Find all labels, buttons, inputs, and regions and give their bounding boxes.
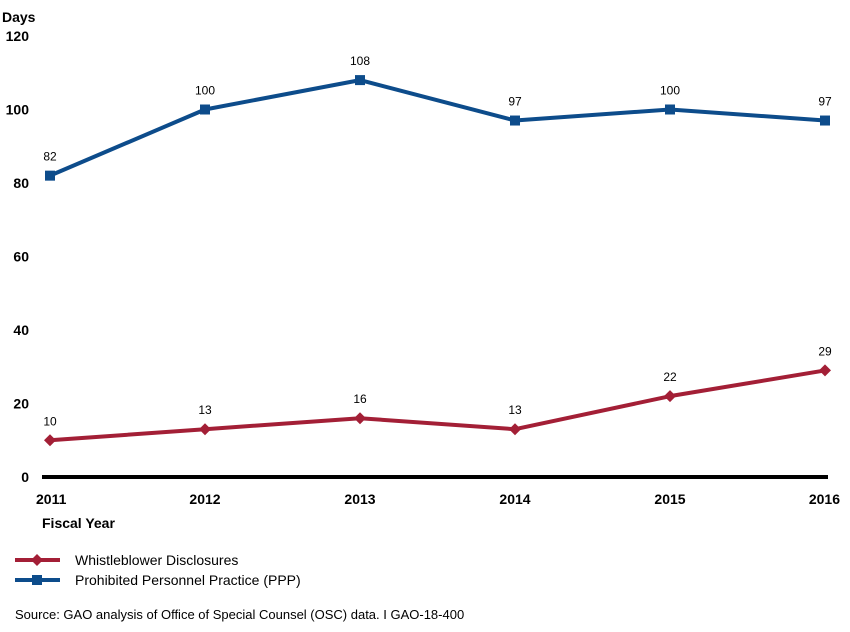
data-label-whistleblower-2014: 13	[508, 403, 522, 417]
point-ppp-2013	[355, 75, 365, 86]
y-tick-label-0: 0	[21, 469, 29, 485]
point-whistleblower-2015	[664, 390, 676, 403]
y-axis-title: Days	[2, 9, 36, 25]
data-label-whistleblower-2013: 16	[353, 392, 367, 406]
data-label-ppp-2015: 100	[660, 84, 680, 98]
data-label-ppp-2013: 108	[350, 54, 370, 68]
series-line-ppp	[49, 78, 826, 178]
y-tick-label-20: 20	[13, 396, 29, 412]
y-tick-label-100: 100	[6, 102, 30, 118]
data-label-whistleblower-2011: 10	[43, 414, 57, 428]
x-tick-label-2016: 2016	[809, 491, 840, 507]
source-note: Source: GAO analysis of Office of Specia…	[15, 607, 465, 622]
y-tick-label-40: 40	[13, 322, 29, 338]
point-whistleblower-2012	[199, 423, 211, 436]
series-line-whistleblower	[49, 368, 826, 443]
x-tick-label-2011: 2011	[36, 491, 67, 507]
x-tick-label-2014: 2014	[499, 491, 530, 507]
x-tick-label-2015: 2015	[654, 491, 685, 507]
point-ppp-2015	[665, 104, 675, 115]
legend-label-whistleblower: Whistleblower Disclosures	[75, 552, 238, 568]
data-label-ppp-2011: 82	[43, 150, 57, 164]
point-ppp-2014	[510, 115, 520, 126]
y-tick-label-80: 80	[13, 175, 29, 191]
legend-marker-ppp	[32, 575, 42, 585]
point-whistleblower-2013	[354, 412, 366, 425]
legend-marker-whistleblower	[31, 554, 43, 566]
point-whistleblower-2014	[509, 423, 521, 436]
y-tick-label-60: 60	[13, 249, 29, 265]
data-label-whistleblower-2015: 22	[663, 370, 677, 384]
data-label-ppp-2016: 97	[818, 95, 832, 109]
y-tick-label-120: 120	[6, 28, 30, 44]
legend-label-ppp: Prohibited Personnel Practice (PPP)	[75, 572, 301, 588]
point-whistleblower-2016	[819, 364, 831, 377]
point-whistleblower-2011	[44, 434, 56, 447]
data-label-ppp-2014: 97	[508, 95, 522, 109]
data-label-whistleblower-2012: 13	[198, 403, 212, 417]
point-ppp-2011	[45, 170, 55, 181]
x-axis-title: Fiscal Year	[42, 515, 115, 531]
point-ppp-2012	[200, 104, 210, 115]
data-label-ppp-2012: 100	[195, 84, 215, 98]
point-ppp-2016	[820, 115, 830, 126]
data-label-whistleblower-2016: 29	[818, 344, 832, 358]
x-tick-label-2012: 2012	[189, 491, 220, 507]
x-tick-label-2013: 2013	[344, 491, 375, 507]
